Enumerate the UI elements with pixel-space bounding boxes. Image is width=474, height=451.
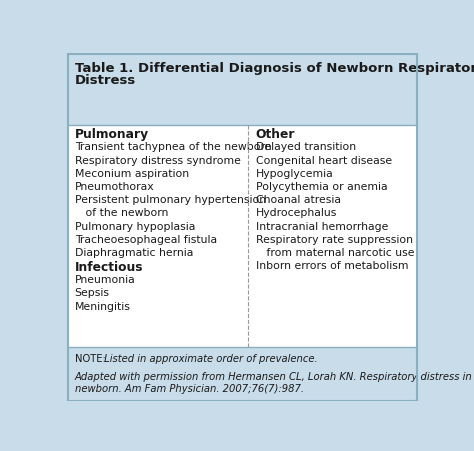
Text: Table 1. Differential Diagnosis of Newborn Respiratory: Table 1. Differential Diagnosis of Newbo… xyxy=(75,62,474,75)
Text: Listed in approximate order of prevalence.: Listed in approximate order of prevalenc… xyxy=(101,354,318,364)
Text: Sepsis: Sepsis xyxy=(75,288,109,298)
FancyBboxPatch shape xyxy=(68,125,418,348)
Text: Inborn errors of metabolism: Inborn errors of metabolism xyxy=(256,261,408,271)
Text: Infectious: Infectious xyxy=(75,261,143,274)
Text: Meconium aspiration: Meconium aspiration xyxy=(75,168,189,178)
FancyBboxPatch shape xyxy=(68,56,418,124)
Text: Persistent pulmonary hypertension: Persistent pulmonary hypertension xyxy=(75,195,266,205)
Text: Pulmonary: Pulmonary xyxy=(75,128,149,141)
FancyBboxPatch shape xyxy=(59,54,427,401)
Text: Intracranial hemorrhage: Intracranial hemorrhage xyxy=(256,221,388,231)
Text: Pulmonary hypoplasia: Pulmonary hypoplasia xyxy=(75,221,195,231)
Text: Choanal atresia: Choanal atresia xyxy=(256,195,341,205)
Text: Transient tachypnea of the newborn: Transient tachypnea of the newborn xyxy=(75,142,271,152)
Text: of the newborn: of the newborn xyxy=(75,208,168,218)
Text: from maternal narcotic use: from maternal narcotic use xyxy=(256,248,414,258)
Text: Pneumothorax: Pneumothorax xyxy=(75,182,155,192)
Text: NOTE:: NOTE: xyxy=(75,354,105,364)
Text: Pneumonia: Pneumonia xyxy=(75,275,136,285)
Text: Polycythemia or anemia: Polycythemia or anemia xyxy=(256,182,387,192)
Text: Respiratory distress syndrome: Respiratory distress syndrome xyxy=(75,155,240,165)
Text: Other: Other xyxy=(256,128,295,141)
Text: Delayed transition: Delayed transition xyxy=(256,142,356,152)
Text: Tracheoesophageal fistula: Tracheoesophageal fistula xyxy=(75,235,217,244)
Text: Meningitis: Meningitis xyxy=(75,301,130,311)
Text: Respiratory rate suppression: Respiratory rate suppression xyxy=(256,235,413,244)
Text: Diaphragmatic hernia: Diaphragmatic hernia xyxy=(75,248,193,258)
Text: Adapted with permission from Hermansen CL, Lorah KN. Respiratory distress in the: Adapted with permission from Hermansen C… xyxy=(75,372,474,393)
Text: Distress: Distress xyxy=(75,74,136,87)
Text: Hydrocephalus: Hydrocephalus xyxy=(256,208,337,218)
FancyBboxPatch shape xyxy=(68,349,418,400)
Text: Hypoglycemia: Hypoglycemia xyxy=(256,168,334,178)
Text: Congenital heart disease: Congenital heart disease xyxy=(256,155,392,165)
